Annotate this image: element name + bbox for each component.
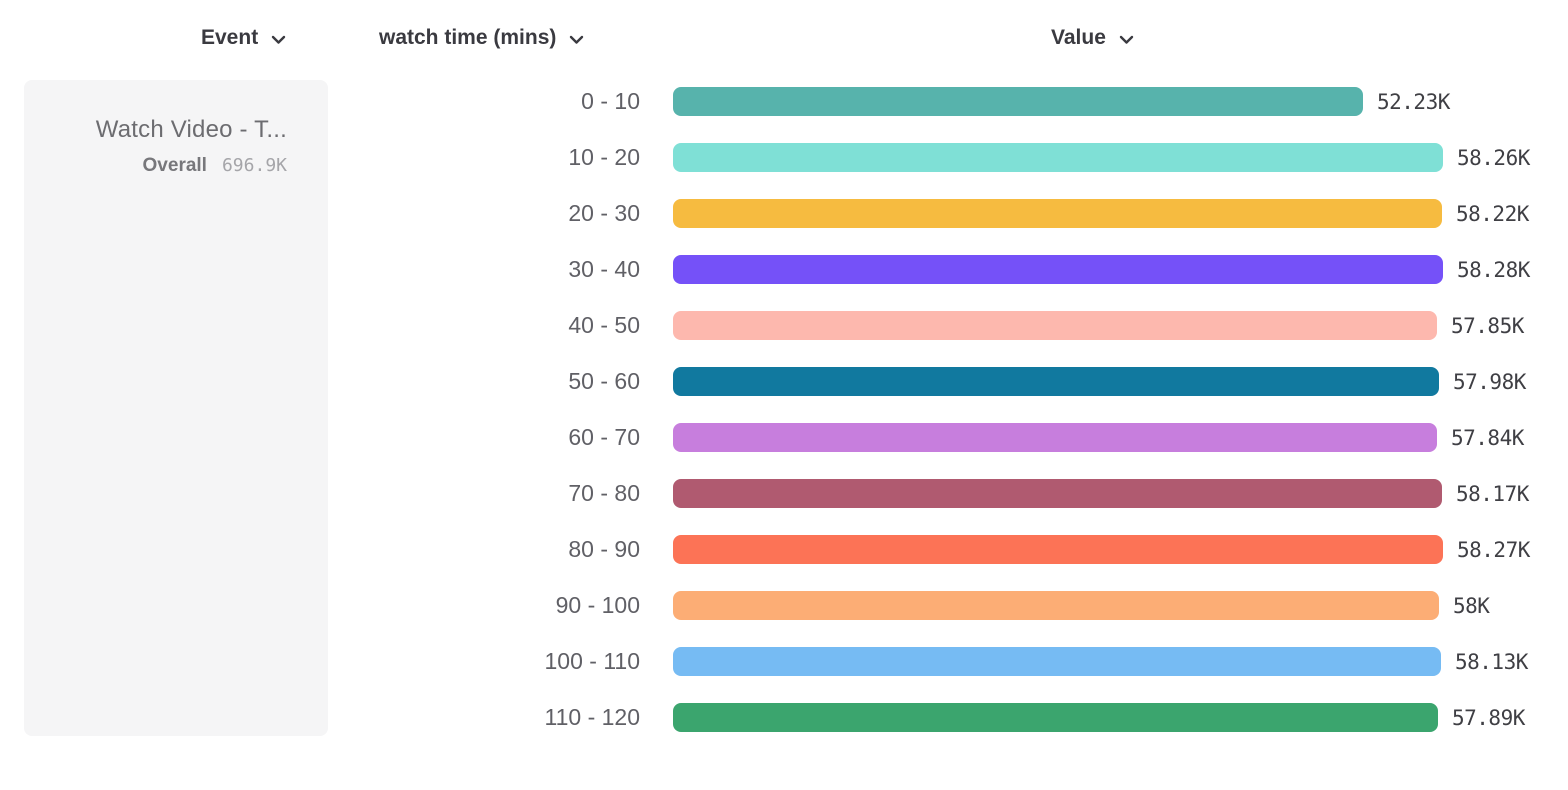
bar-row: 70 - 80 58.17K [0, 479, 1568, 508]
bucket-label: 100 - 110 [544, 648, 640, 674]
overall-label: Overall [142, 155, 207, 176]
value-label: 58K [1453, 594, 1490, 618]
breakdown-dropdown[interactable]: watch time (mins) [379, 26, 584, 50]
bucket-label: 70 - 80 [568, 480, 640, 506]
bar-row: 30 - 40 58.28K [0, 255, 1568, 284]
value-bar[interactable] [673, 143, 1443, 172]
bar-row: 20 - 30 58.22K [0, 199, 1568, 228]
bar-row: 10 - 20 58.26K [0, 143, 1568, 172]
value-bar[interactable] [673, 367, 1439, 396]
event-card[interactable]: Watch Video - T... Overall 696.9K [24, 80, 328, 736]
bucket-label: 60 - 70 [568, 424, 640, 450]
value-label: 58.26K [1457, 146, 1530, 170]
bucket-label: 0 - 10 [581, 88, 640, 114]
event-title: Watch Video - T... [95, 116, 287, 143]
bucket-label: 80 - 90 [568, 536, 640, 562]
event-overall-row: Overall 696.9K [24, 155, 287, 177]
breakdown-dropdown-label: watch time (mins) [379, 26, 557, 49]
value-label: 57.89K [1452, 706, 1525, 730]
value-label: 57.98K [1453, 370, 1526, 394]
value-label: 58.13K [1455, 650, 1528, 674]
value-label: 52.23K [1377, 90, 1450, 114]
value-bar[interactable] [673, 311, 1437, 340]
value-label: 58.22K [1456, 202, 1529, 226]
value-bar[interactable] [673, 591, 1439, 620]
event-dropdown-label: Event [201, 26, 259, 49]
value-bar[interactable] [673, 255, 1443, 284]
bucket-label: 90 - 100 [555, 592, 640, 618]
value-bar[interactable] [673, 199, 1442, 228]
value-label: 58.27K [1457, 538, 1530, 562]
value-bar[interactable] [673, 479, 1442, 508]
bar-row: 0 - 10 52.23K [0, 87, 1568, 116]
value-dropdown-label: Value [1051, 26, 1106, 49]
value-label: 57.84K [1451, 426, 1524, 450]
value-bar[interactable] [673, 423, 1437, 452]
overall-value: 696.9K [221, 155, 287, 176]
chevron-down-icon [569, 32, 584, 45]
bar-row: 40 - 50 57.85K [0, 311, 1568, 340]
value-label: 58.28K [1457, 258, 1530, 282]
event-dropdown[interactable]: Event [201, 26, 286, 50]
bar-row: 110 - 120 57.89K [0, 703, 1568, 732]
value-label: 57.85K [1451, 314, 1524, 338]
bar-row: 90 - 100 58K [0, 591, 1568, 620]
bar-row: 100 - 110 58.13K [0, 647, 1568, 676]
bucket-label: 40 - 50 [568, 312, 640, 338]
bar-row: 60 - 70 57.84K [0, 423, 1568, 452]
chevron-down-icon [271, 32, 286, 45]
bucket-label: 50 - 60 [568, 368, 640, 394]
chevron-down-icon [1119, 32, 1134, 45]
bucket-label: 20 - 30 [568, 200, 640, 226]
bar-row: 50 - 60 57.98K [0, 367, 1568, 396]
bucket-label: 10 - 20 [568, 144, 640, 170]
value-dropdown[interactable]: Value [1051, 26, 1134, 50]
value-label: 58.17K [1456, 482, 1529, 506]
bucket-label: 110 - 120 [544, 704, 640, 730]
bar-row: 80 - 90 58.27K [0, 535, 1568, 564]
value-bar[interactable] [673, 535, 1443, 564]
value-bar[interactable] [673, 87, 1363, 116]
value-bar[interactable] [673, 703, 1438, 732]
bucket-label: 30 - 40 [568, 256, 640, 282]
value-bar[interactable] [673, 647, 1441, 676]
